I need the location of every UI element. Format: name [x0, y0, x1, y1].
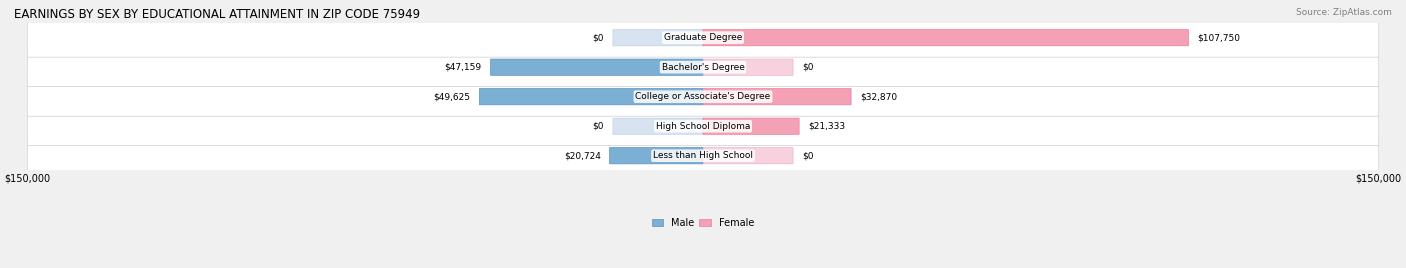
- FancyBboxPatch shape: [27, 18, 1379, 57]
- Text: $107,750: $107,750: [1198, 33, 1240, 42]
- FancyBboxPatch shape: [491, 59, 703, 75]
- Text: $32,870: $32,870: [860, 92, 897, 101]
- Text: $21,333: $21,333: [808, 122, 845, 131]
- Text: Graduate Degree: Graduate Degree: [664, 33, 742, 42]
- FancyBboxPatch shape: [610, 148, 703, 164]
- FancyBboxPatch shape: [703, 59, 793, 75]
- FancyBboxPatch shape: [703, 148, 793, 164]
- Text: $47,159: $47,159: [444, 63, 481, 72]
- FancyBboxPatch shape: [479, 89, 703, 105]
- FancyBboxPatch shape: [703, 118, 799, 134]
- Text: College or Associate's Degree: College or Associate's Degree: [636, 92, 770, 101]
- FancyBboxPatch shape: [613, 29, 703, 46]
- Text: High School Diploma: High School Diploma: [655, 122, 751, 131]
- Text: $0: $0: [801, 151, 814, 160]
- Text: Less than High School: Less than High School: [652, 151, 754, 160]
- Text: Bachelor's Degree: Bachelor's Degree: [662, 63, 744, 72]
- FancyBboxPatch shape: [703, 89, 851, 105]
- FancyBboxPatch shape: [27, 48, 1379, 87]
- Text: $49,625: $49,625: [433, 92, 471, 101]
- Text: $0: $0: [801, 63, 814, 72]
- FancyBboxPatch shape: [27, 77, 1379, 116]
- Text: Source: ZipAtlas.com: Source: ZipAtlas.com: [1296, 8, 1392, 17]
- FancyBboxPatch shape: [27, 107, 1379, 146]
- FancyBboxPatch shape: [613, 118, 703, 134]
- Text: $0: $0: [592, 122, 605, 131]
- Legend: Male, Female: Male, Female: [648, 214, 758, 232]
- FancyBboxPatch shape: [27, 136, 1379, 175]
- FancyBboxPatch shape: [703, 29, 1188, 46]
- Text: EARNINGS BY SEX BY EDUCATIONAL ATTAINMENT IN ZIP CODE 75949: EARNINGS BY SEX BY EDUCATIONAL ATTAINMEN…: [14, 8, 420, 21]
- Text: $20,724: $20,724: [564, 151, 600, 160]
- Text: $0: $0: [592, 33, 605, 42]
